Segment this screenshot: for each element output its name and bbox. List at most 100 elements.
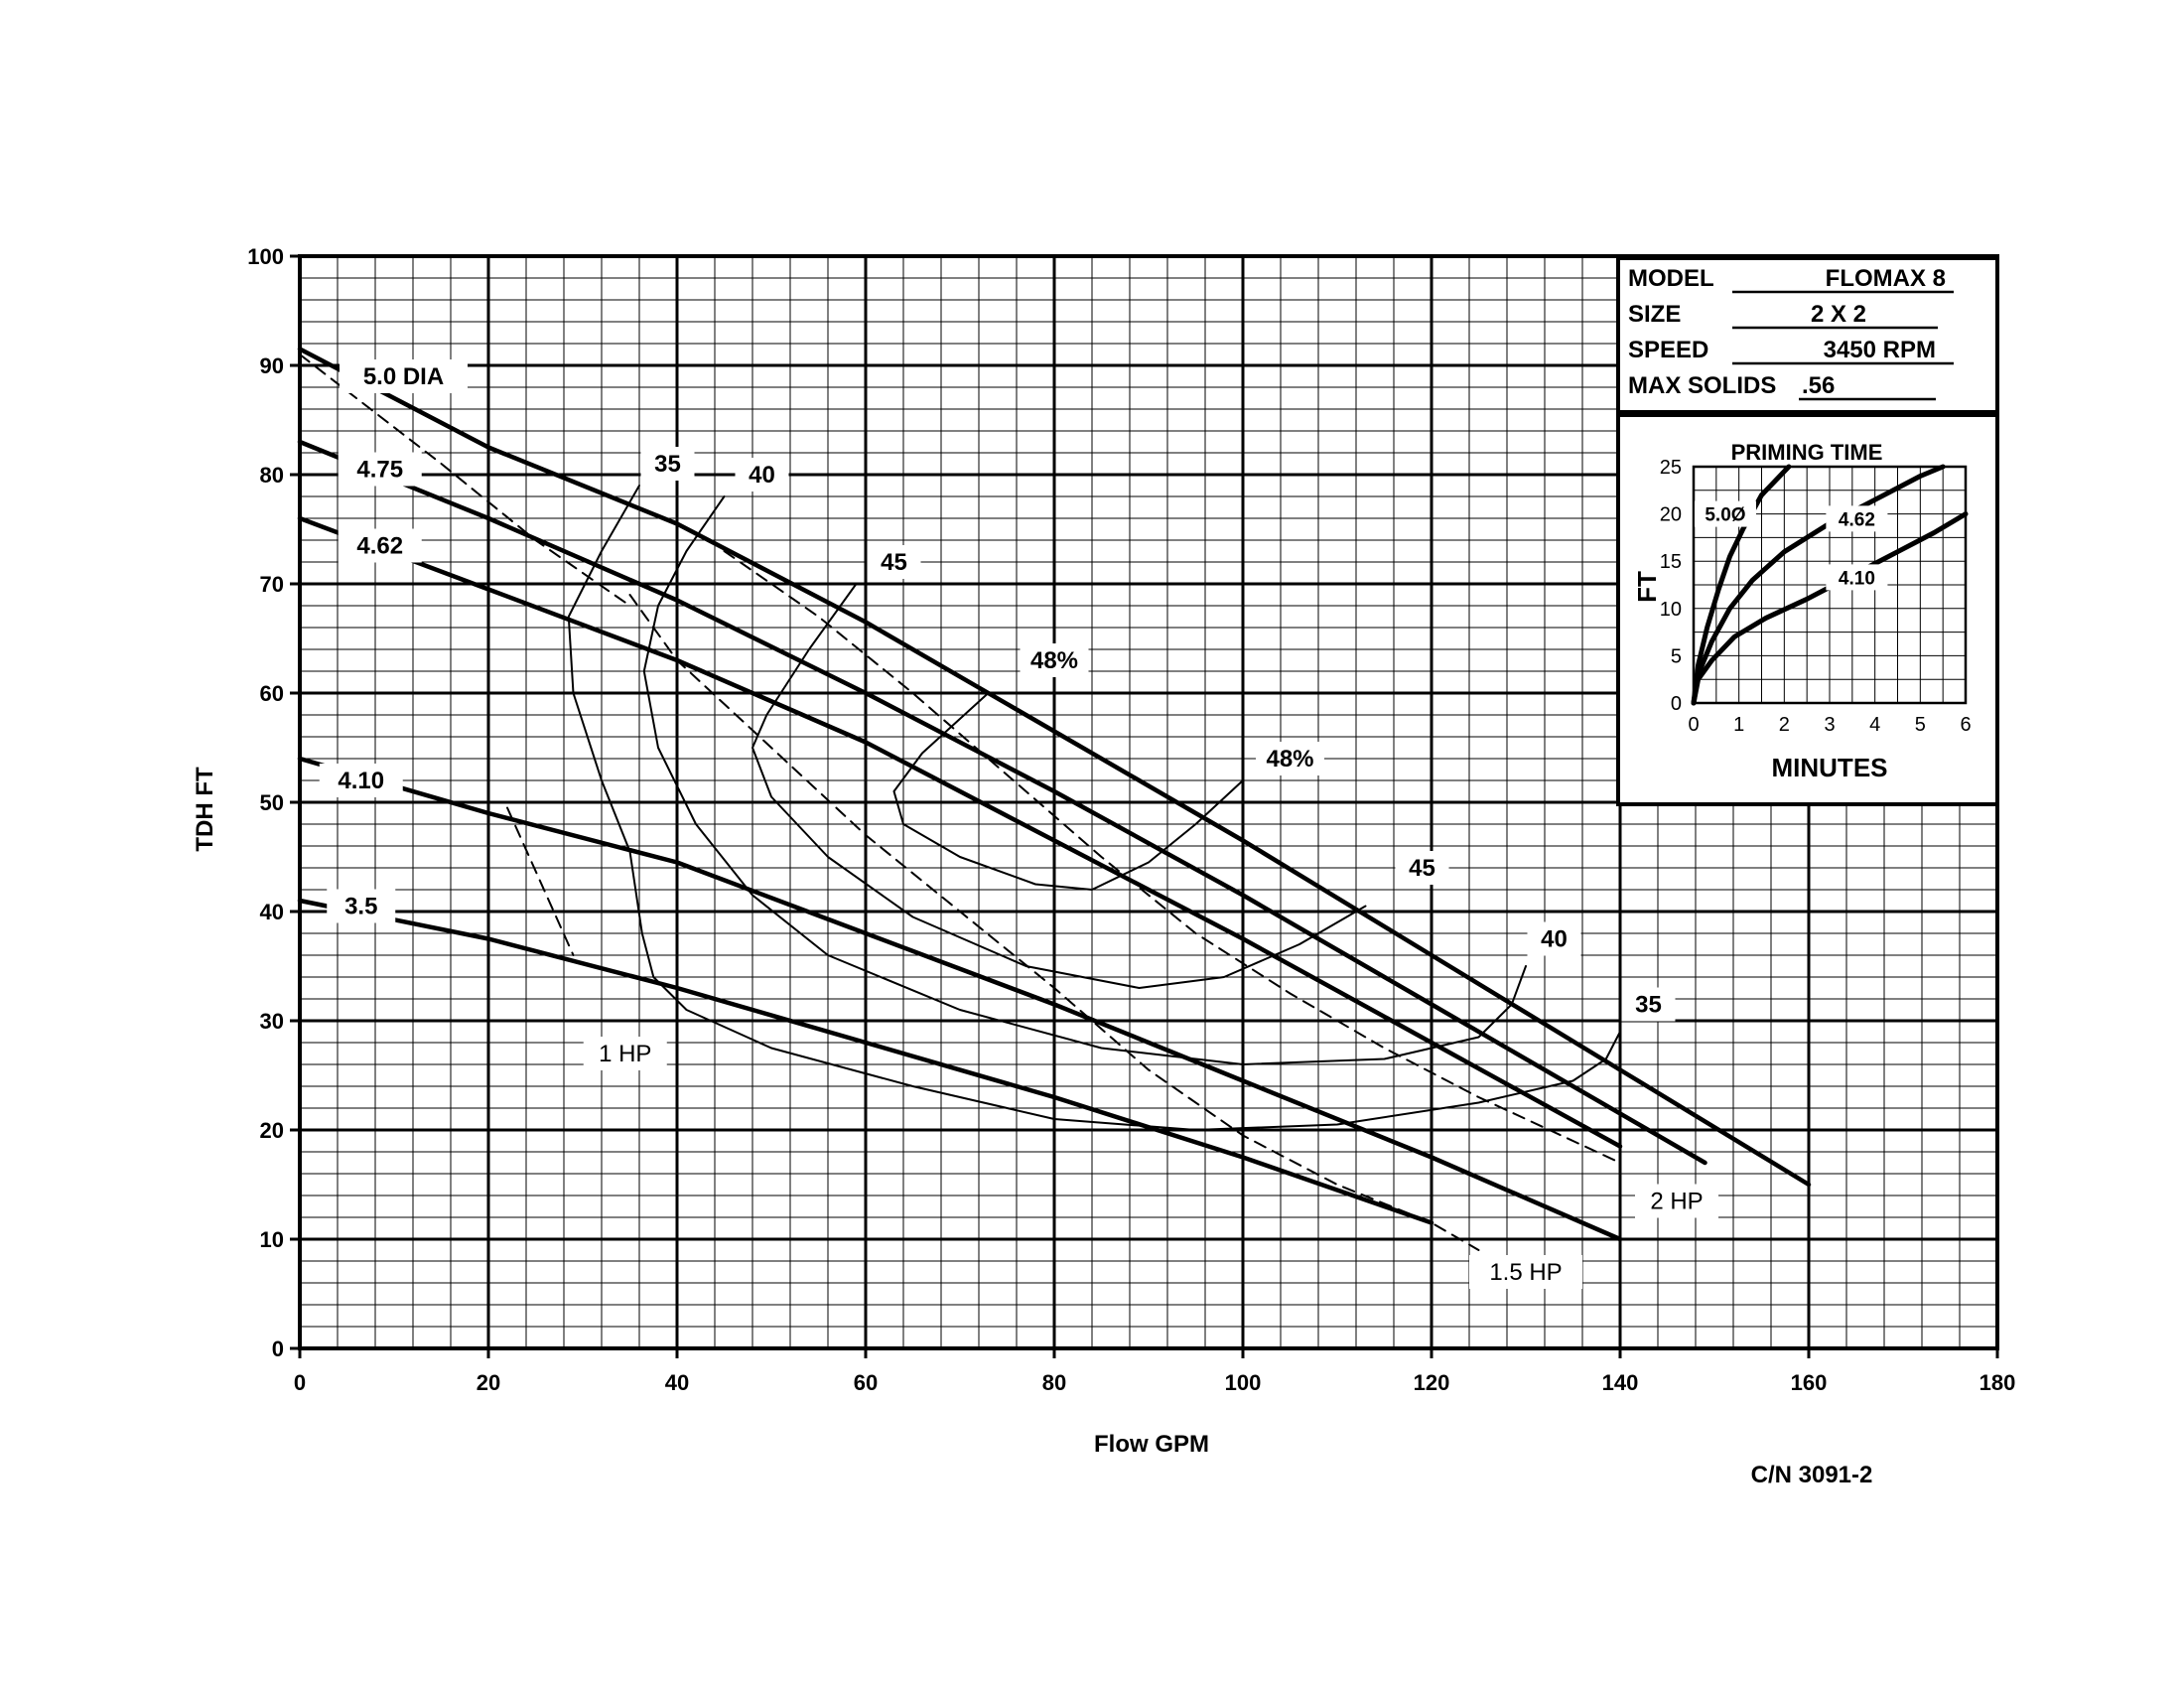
y-tick-label: 20 [260,1118,284,1143]
max-solids-value: .56 [1802,372,1835,399]
curve-label-40: 40 [1541,926,1568,953]
curve-label-bg [735,458,789,492]
info-box: MODEL FLOMAX 8 SIZE 2 X 2 SPEED 3450 RPM… [1616,256,1999,414]
impeller-curve-4-10 [297,756,1623,1242]
curve-label-bg [1256,742,1324,775]
inset-x-tick-label: 3 [1824,714,1835,736]
x-tick-label: 40 [665,1370,689,1395]
inset-x-tick-label: 2 [1779,714,1790,736]
curve-label-bg [338,452,422,487]
inset-x-tick-label: 6 [1960,714,1971,736]
curve-label-bg [583,1037,667,1070]
curve-label-40: 40 [749,462,775,489]
inset-label-bg [1694,500,1756,527]
curve-label-3-5: 3.5 [344,894,377,920]
max-solids-label: MAX SOLIDS [1628,372,1776,399]
y-tick-label: 90 [260,353,284,378]
curve-label-45: 45 [1409,855,1435,882]
curve-label-bg [1020,643,1089,677]
y-tick-label: 70 [260,572,284,597]
catalog-number: C/N 3091-2 [1751,1462,1873,1488]
curve-label-5-0-dia: 5.0 DIA [363,363,444,390]
curve-label-bg [340,359,468,393]
curve-label-bg [1635,1184,1718,1218]
curve-label-bg [1469,1255,1582,1289]
main-curve-labels: 5.0 DIA 4.75 4.62 4.10 3.5 35 40 45 48% 48% 45 40 35… [319,359,1718,1289]
curve-label-bg [640,447,695,481]
inset-title: PRIMING TIME [1731,440,1883,465]
x-tick-label: 60 [854,1370,878,1395]
curve-label-bg [319,764,403,797]
impeller-curve-4-62 [297,515,1623,1149]
horsepower-curve-series-12 [506,806,575,956]
inset-y-tick-label: 25 [1660,457,1682,479]
y-tick-label: 60 [260,681,284,706]
inset-x-tick-label: 4 [1869,714,1880,736]
curve-label-1-5-hp: 1.5 HP [1489,1259,1562,1286]
y-tick-label: 30 [260,1009,284,1034]
size-label: SIZE [1628,301,1681,328]
x-tick-label: 140 [1602,1370,1639,1395]
curve-label-bg [1527,921,1581,956]
inset-x-tick-label: 1 [1733,714,1744,736]
y-tick-label: 100 [247,244,284,269]
efficiency-curve-35 [567,485,1621,1131]
priming-curve-4-62 [1691,464,1946,706]
inset-label-bg [1826,564,1888,591]
impeller-curve-3-5 [297,898,1434,1225]
inset-label-4-62: 4.62 [1839,509,1875,530]
priming-curve-5-0 [1691,464,1792,706]
speed-value: 3450 RPM [1824,337,1936,363]
y-tick-label: 50 [260,790,284,815]
horsepower-curve-2-hp [723,550,1621,1164]
inset-x-tick-label: 0 [1688,714,1699,736]
priming-curve-4-10 [1691,511,1969,706]
efficiency-curve-48 [892,692,1244,891]
main-tick-labels: 0 20 40 60 80 100 120 140 160 1800102030405060708… [247,244,2015,1395]
inset-y-tick-label: 10 [1660,599,1682,621]
inset-curve-labels: 5.0Ø 4.62 4.10 [1694,500,1888,591]
x-tick-label: 0 [294,1370,306,1395]
inset-label-5-0: 5.0Ø [1705,505,1745,526]
curve-label-4-10: 4.10 [338,768,384,794]
x-tick-label: 180 [1979,1370,2016,1395]
size-value: 2 X 2 [1811,301,1866,328]
x-tick-label: 20 [477,1370,500,1395]
model-value: FLOMAX 8 [1826,265,1946,292]
curve-label-35: 35 [654,451,681,478]
y-tick-label: 80 [260,463,284,488]
x-tick-label: 160 [1791,1370,1828,1395]
main-curves [297,347,1812,1251]
curve-label-4-62: 4.62 [356,533,403,560]
efficiency-curve-45 [751,583,1367,989]
curve-label-bg [1395,851,1449,885]
inset-label-bg [1826,505,1888,532]
x-tick-label: 80 [1042,1370,1066,1395]
curve-label-bg [327,889,396,923]
horsepower-curve-1-hp [299,353,631,607]
inset-y-axis-title: FT [1632,571,1662,603]
inset-y-tick-label: 5 [1671,645,1682,667]
inset-x-tick-label: 5 [1915,714,1926,736]
x-axis-title: Flow GPM [1094,1431,1209,1458]
inset-curves [1691,464,1969,706]
x-tick-label: 120 [1414,1370,1450,1395]
inset-y-tick-label: 20 [1660,504,1682,526]
priming-time-inset: 5.0Ø 4.62 4.10 0 1 2 3 4 5 6 0 5 10 15 20 25 PRIMING T… [1616,413,1999,806]
info-box-frame [1616,256,1999,414]
impeller-curve-4-75 [297,439,1707,1166]
inset-x-axis-title: MINUTES [1772,753,1888,782]
curve-label-35: 35 [1635,992,1662,1019]
curve-label-1-hp: 1 HP [599,1041,651,1067]
x-tick-label: 100 [1225,1370,1262,1395]
inset-tick-labels: 0 1 2 3 4 5 6 0 5 10 15 20 25 [1660,457,1972,736]
curve-label-bg [867,545,921,579]
inset-y-tick-label: 15 [1660,551,1682,573]
model-label: MODEL [1628,265,1714,292]
y-tick-label: 40 [260,900,284,924]
curve-label-bg [338,528,422,563]
horsepower-curve-1-5-hp [628,594,1480,1251]
curve-label-48: 48% [1266,746,1313,773]
impeller-curve-5-0-dia [297,347,1812,1188]
